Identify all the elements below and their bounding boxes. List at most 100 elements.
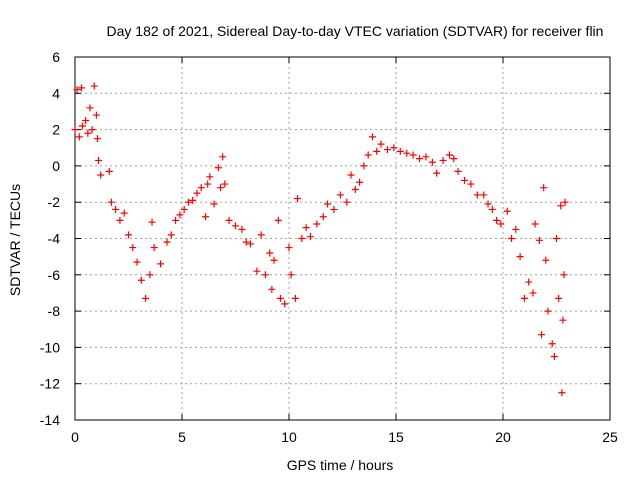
data-point (439, 156, 447, 164)
data-point (555, 294, 563, 302)
data-point (75, 133, 83, 141)
data-point (225, 216, 233, 224)
data-point (377, 140, 385, 148)
data-point (520, 294, 528, 302)
data-point (125, 231, 132, 239)
data-point (71, 126, 79, 134)
data-points (71, 82, 569, 397)
data-point (373, 147, 381, 155)
data-point (544, 307, 552, 315)
data-point (531, 220, 539, 228)
data-point (146, 271, 154, 279)
data-point (189, 196, 197, 204)
data-point (343, 198, 351, 206)
data-point (133, 258, 141, 266)
data-point (493, 216, 501, 224)
data-point (535, 236, 543, 244)
data-point (210, 200, 218, 208)
data-point (77, 84, 85, 92)
data-point (503, 207, 511, 215)
y-tick-label: 6 (52, 49, 60, 65)
data-point (142, 294, 150, 302)
data-point (276, 294, 284, 302)
data-point (285, 244, 293, 252)
data-point (116, 216, 124, 224)
y-tick-label: 0 (52, 158, 60, 174)
data-point (294, 195, 302, 203)
y-tick-label: -4 (48, 231, 61, 247)
data-point (281, 300, 289, 308)
data-point (529, 289, 537, 297)
data-point (351, 185, 359, 193)
data-point (516, 253, 524, 261)
x-axis-ticks: 0 5 10 15 20 25 (71, 57, 618, 445)
data-point (120, 209, 128, 217)
data-point (90, 82, 98, 90)
x-tick-label: 5 (178, 429, 186, 445)
data-point (180, 205, 188, 213)
data-point (88, 126, 96, 134)
x-axis-label: GPS time / hours (287, 457, 394, 473)
data-point (176, 211, 184, 219)
data-point (330, 205, 338, 213)
data-point (512, 225, 520, 233)
data-point (163, 238, 171, 246)
data-point (217, 184, 225, 192)
data-point (73, 86, 81, 94)
data-point (137, 276, 145, 284)
data-point (497, 220, 505, 228)
data-point (157, 260, 165, 268)
x-tick-label: 15 (388, 429, 404, 445)
data-point (214, 164, 222, 172)
y-tick-label: -12 (40, 376, 60, 392)
chart-title: Day 182 of 2021, Sidereal Day-to-day VTE… (107, 23, 604, 39)
data-point (390, 144, 398, 152)
data-point (550, 352, 558, 360)
data-point (93, 135, 101, 143)
data-point (221, 180, 229, 188)
data-point (193, 189, 201, 197)
data-point (172, 216, 180, 224)
data-point (306, 233, 314, 241)
data-point (150, 244, 158, 252)
data-point (336, 191, 344, 199)
y-axis-label: SDTVAR / TECUs (7, 184, 23, 296)
data-point (508, 235, 516, 242)
data-point (238, 225, 246, 233)
y-tick-label: 4 (52, 85, 60, 101)
data-point (291, 294, 299, 302)
data-point (403, 149, 411, 157)
x-tick-label: 20 (495, 429, 511, 445)
data-point (416, 155, 424, 163)
data-point (184, 198, 192, 206)
x-tick-label: 25 (602, 429, 618, 445)
y-tick-label: 2 (52, 122, 60, 138)
data-point (396, 147, 404, 155)
data-point (92, 111, 100, 119)
data-point (324, 200, 332, 208)
y-tick-label: -14 (40, 412, 60, 428)
data-point (167, 231, 175, 239)
data-point (525, 278, 533, 286)
data-point (559, 316, 567, 324)
data-point (484, 200, 492, 208)
y-axis-ticks: -14 -12 -10 -8 -6 -4 -2 0 2 4 6 (40, 49, 610, 428)
data-point (219, 153, 227, 161)
data-point (268, 285, 276, 293)
data-point (95, 156, 103, 164)
data-point (553, 235, 560, 242)
data-point (561, 198, 569, 206)
data-point (287, 271, 295, 279)
data-point (78, 122, 86, 130)
data-point (274, 216, 282, 224)
data-point (454, 167, 462, 175)
data-point (422, 153, 430, 161)
data-point (548, 340, 556, 348)
data-point (360, 162, 368, 170)
data-point (105, 167, 113, 175)
data-point (129, 244, 137, 252)
y-tick-label: -2 (48, 194, 61, 210)
data-point (232, 222, 239, 230)
y-tick-label: -10 (40, 339, 60, 355)
data-point (84, 129, 92, 137)
